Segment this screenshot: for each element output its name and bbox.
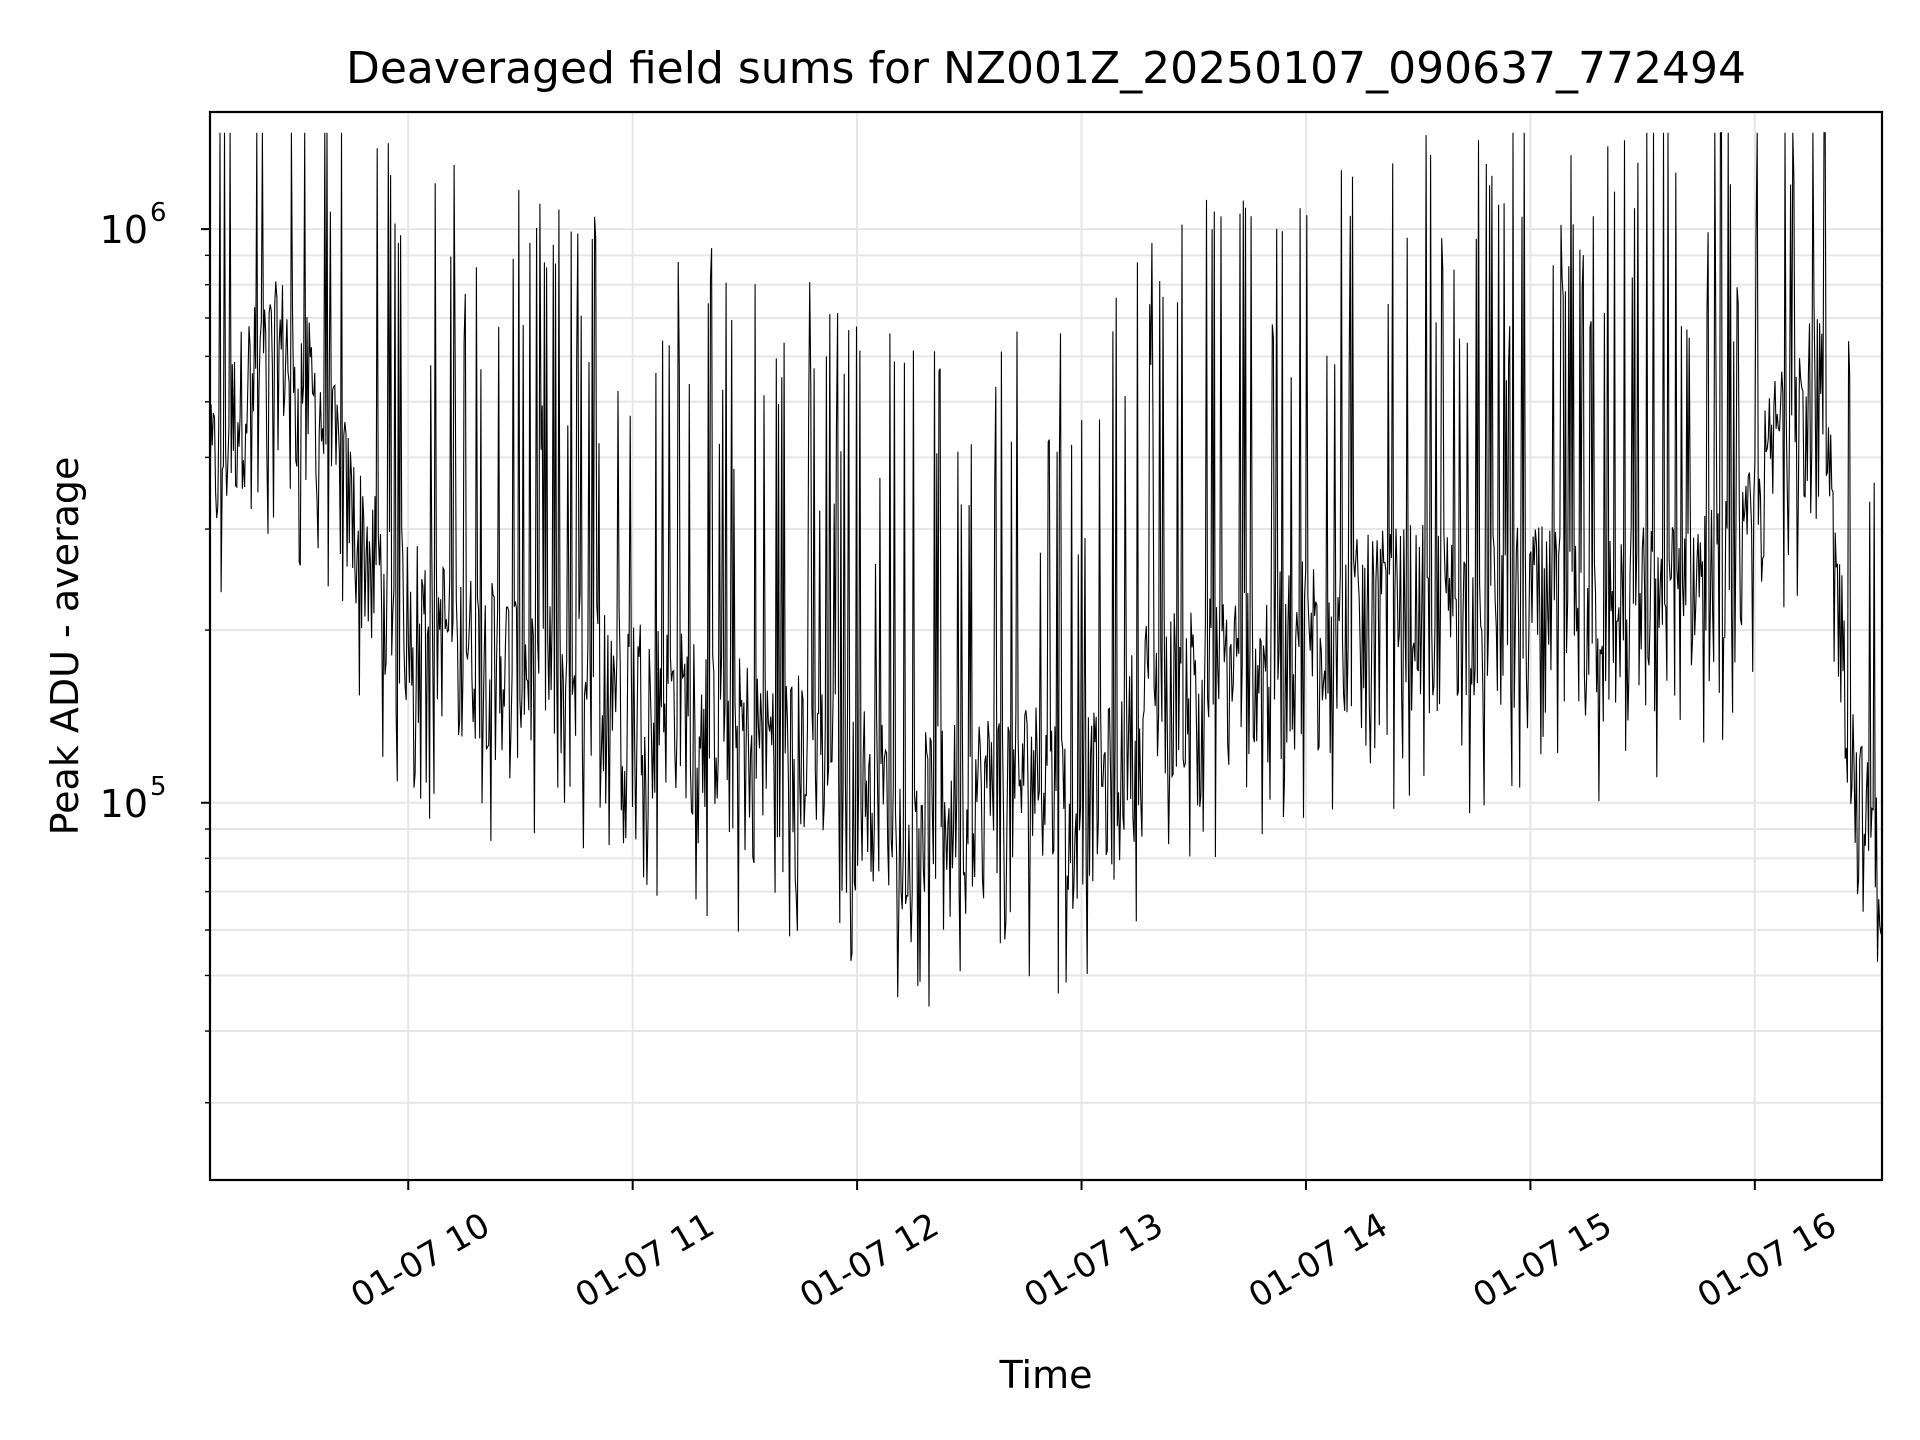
chart-title: Deaveraged field sums for NZ001Z_2025010…	[346, 43, 1746, 94]
x-axis-label: Time	[999, 1353, 1093, 1397]
plot-frame	[208, 110, 1884, 1182]
series-group	[209, 132, 1883, 1007]
series-line	[209, 132, 1883, 1007]
y-tick-label: 10	[100, 782, 148, 826]
y-axis-label: Peak ADU - average	[43, 457, 87, 836]
y-tick-label: 10	[100, 208, 148, 252]
y-tick-label-exponent: 5	[150, 772, 167, 802]
y-tick-label-exponent: 6	[150, 198, 167, 228]
